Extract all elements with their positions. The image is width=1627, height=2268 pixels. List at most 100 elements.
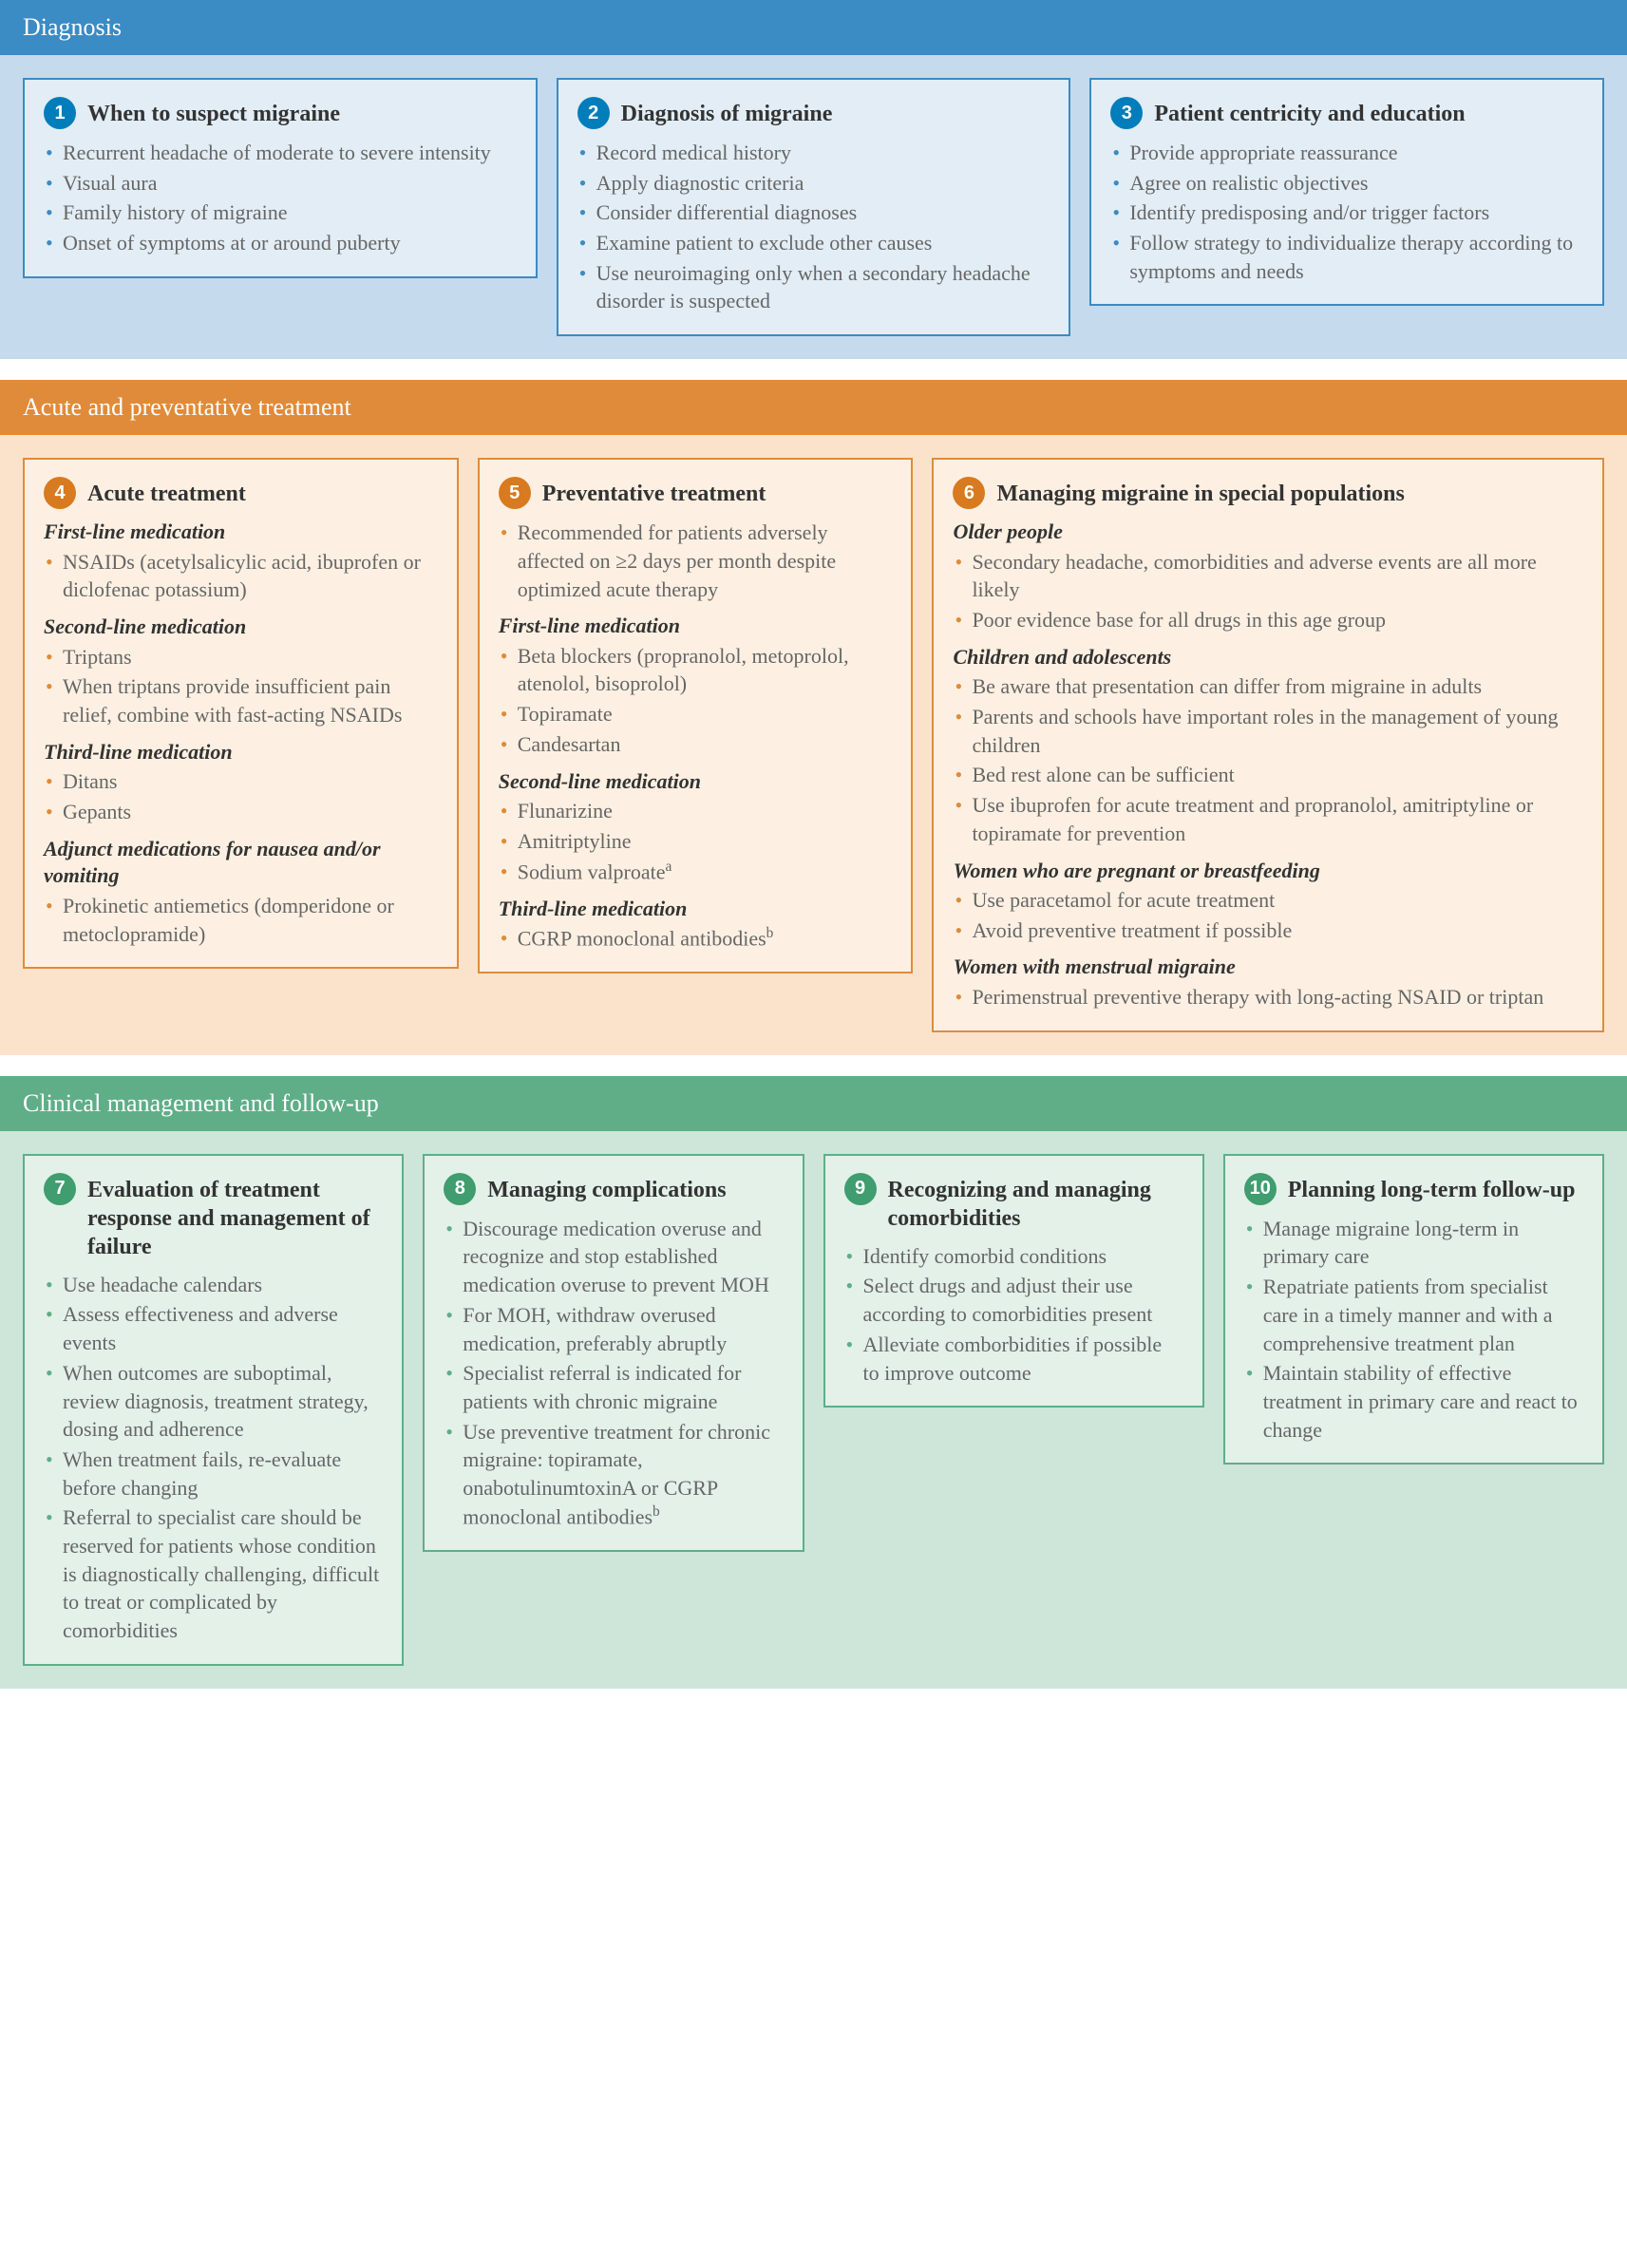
bullet-list: Provide appropriate reassuranceAgree on …: [1110, 139, 1583, 285]
bullet-item: Referral to specialist care should be re…: [44, 1503, 383, 1644]
bullet-item: Use ibuprofen for acute treatment and pr…: [953, 791, 1583, 847]
number-badge: 7: [44, 1173, 76, 1205]
bullet-item: Poor evidence base for all drugs in this…: [953, 606, 1583, 634]
bullet-item: Discourage medication overuse and recogn…: [444, 1215, 783, 1299]
bullet-list: Prokinetic antiemetics (domperidone or m…: [44, 892, 438, 948]
section-spacer: [0, 359, 1627, 380]
bullet-item: Perimenstrual preventive therapy with lo…: [953, 983, 1583, 1011]
section-body: 7Evaluation of treatment response and ma…: [0, 1131, 1627, 1689]
bullet-item: Follow strategy to individualize therapy…: [1110, 229, 1583, 285]
card-subheading: First-line medication: [44, 519, 438, 546]
bullet-list: Discourage medication overuse and recogn…: [444, 1215, 783, 1531]
bullet-item: Gepants: [44, 798, 438, 826]
bullet-item: Family history of migraine: [44, 198, 517, 227]
card-subheading: Second-line medication: [499, 768, 893, 796]
bullet-item: Use neuroimaging only when a secondary h…: [577, 259, 1050, 315]
bullet-item: Visual aura: [44, 169, 517, 198]
card-title: Managing migraine in special populations: [996, 477, 1404, 508]
card: 7Evaluation of treatment response and ma…: [23, 1154, 404, 1666]
card-subheading: Women who are pregnant or breastfeeding: [953, 858, 1583, 885]
section-body: 4Acute treatmentFirst-line medicationNSA…: [0, 435, 1627, 1055]
bullet-list: Manage migraine long-term in primary car…: [1244, 1215, 1583, 1445]
card-title: Diagnosis of migraine: [621, 97, 833, 128]
card-title-row: 2Diagnosis of migraine: [577, 97, 1050, 129]
card: 9Recognizing and managing comorbidities I…: [823, 1154, 1204, 1408]
bullet-list: Identify comorbid conditionsSelect drugs…: [844, 1242, 1183, 1387]
bullet-item: Triptans: [44, 643, 438, 671]
card-title-row: 9Recognizing and managing comorbidities: [844, 1173, 1183, 1233]
bullet-item: Select drugs and adjust their use accord…: [844, 1272, 1183, 1328]
bullet-item: Provide appropriate reassurance: [1110, 139, 1583, 167]
section: Clinical management and follow-up 7Evalua…: [0, 1076, 1627, 1689]
bullet-item: Candesartan: [499, 730, 893, 759]
card: 5Preventative treatment Recommended for p…: [478, 458, 914, 973]
card: 3 Patient centricity and education Provide…: [1089, 78, 1604, 306]
card: 10 Planning long-term follow-up Manage mig…: [1223, 1154, 1604, 1465]
bullet-item: Topiramate: [499, 700, 893, 728]
bullet-list: Secondary headache, comorbidities and ad…: [953, 548, 1583, 634]
number-badge: 4: [44, 477, 76, 509]
number-badge: 9: [844, 1173, 877, 1205]
bullet-item: Use preventive treatment for chronic mig…: [444, 1418, 783, 1531]
bullet-item: Examine patient to exclude other causes: [577, 229, 1050, 257]
card-title-row: 1When to suspect migraine: [44, 97, 517, 129]
number-badge: 6: [953, 477, 985, 509]
number-badge: 1: [44, 97, 76, 129]
bullet-list: TriptansWhen triptans provide insufficie…: [44, 643, 438, 729]
number-badge: 5: [499, 477, 531, 509]
bullet-list: Recommended for patients adversely affec…: [499, 519, 893, 603]
bullet-list: NSAIDs (acetylsalicylic acid, ibuprofen …: [44, 548, 438, 604]
bullet-item: Assess effectiveness and adverse events: [44, 1300, 383, 1356]
bullet-item: Recurrent headache of moderate to severe…: [44, 139, 517, 167]
card-title-row: 10 Planning long-term follow-up: [1244, 1173, 1583, 1205]
bullet-item: Identify predisposing and/or trigger fac…: [1110, 198, 1583, 227]
card-title-row: 5Preventative treatment: [499, 477, 893, 509]
card: 4 Acute treatment First-line medicationNSA…: [23, 458, 459, 969]
bullet-list: Use paracetamol for acute treatmentAvoid…: [953, 886, 1583, 944]
bullet-item: Sodium valproatea: [499, 858, 893, 886]
bullet-list: Recurrent headache of moderate to severe…: [44, 139, 517, 257]
card-title-row: 8 Managing complications: [444, 1173, 783, 1205]
card: 6 Managing migraine in special population…: [932, 458, 1604, 1032]
bullet-item: Consider differential diagnoses: [577, 198, 1050, 227]
bullet-list: Beta blockers (propranolol, metoprolol, …: [499, 642, 893, 759]
section: Diagnosis1When to suspect migraineRecurr…: [0, 0, 1627, 359]
section-header: Clinical management and follow-up: [0, 1076, 1627, 1131]
card-subheading: Third-line medication: [44, 739, 438, 766]
bullet-item: Amitriptyline: [499, 827, 893, 856]
card-title: Planning long-term follow-up: [1288, 1173, 1576, 1204]
bullet-item: Repatriate patients from specialist care…: [1244, 1273, 1583, 1357]
bullet-item: Ditans: [44, 767, 438, 796]
card: 8 Managing complications Discourage medica…: [423, 1154, 804, 1552]
card-title: Acute treatment: [87, 477, 246, 508]
bullet-item: Specialist referral is indicated for pat…: [444, 1359, 783, 1415]
bullet-item: Use paracetamol for acute treatment: [953, 886, 1583, 915]
card-subheading: Third-line medication: [499, 896, 893, 923]
number-badge: 3: [1110, 97, 1143, 129]
card-title-row: 6 Managing migraine in special population…: [953, 477, 1583, 509]
card-title: Managing complications: [487, 1173, 726, 1204]
card-subheading: First-line medication: [499, 613, 893, 640]
bullet-list: CGRP monoclonal antibodiesb: [499, 924, 893, 953]
bullet-list: DitansGepants: [44, 767, 438, 825]
bullet-item: Alleviate comborbidities if possible to …: [844, 1331, 1183, 1387]
number-badge: 10: [1244, 1173, 1277, 1205]
card: 2Diagnosis of migraine Record medical his…: [557, 78, 1071, 336]
bullet-item: Identify comorbid conditions: [844, 1242, 1183, 1271]
bullet-item: Apply diagnostic criteria: [577, 169, 1050, 198]
bullet-item: For MOH, withdraw overused medication, p…: [444, 1301, 783, 1357]
number-badge: 8: [444, 1173, 476, 1205]
card-title: Patient centricity and education: [1154, 97, 1465, 128]
bullet-item: When triptans provide insufficient pain …: [44, 672, 438, 728]
bullet-list: Perimenstrual preventive therapy with lo…: [953, 983, 1583, 1011]
bullet-item: Record medical history: [577, 139, 1050, 167]
card-subheading: Older people: [953, 519, 1583, 546]
bullet-item: NSAIDs (acetylsalicylic acid, ibuprofen …: [44, 548, 438, 604]
section-body: 1When to suspect migraine Recurrent heada…: [0, 55, 1627, 359]
bullet-item: Agree on realistic objectives: [1110, 169, 1583, 198]
bullet-item: Maintain stability of effective treatmen…: [1244, 1359, 1583, 1444]
bullet-item: Flunarizine: [499, 797, 893, 825]
card-subheading: Adjunct medications for nausea and/or vo…: [44, 836, 438, 890]
card-subheading: Women with menstrual migraine: [953, 954, 1583, 981]
bullet-item: Manage migraine long-term in primary car…: [1244, 1215, 1583, 1271]
